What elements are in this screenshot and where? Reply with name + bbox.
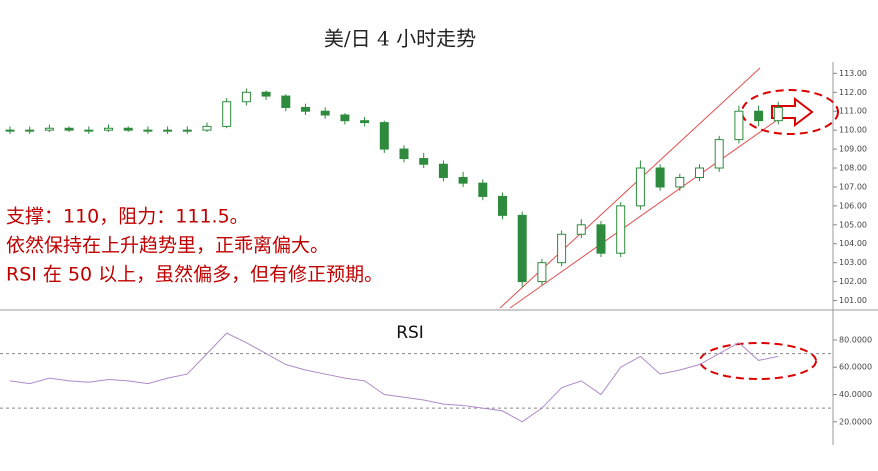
candle-body xyxy=(143,129,153,132)
candle-body xyxy=(281,95,291,108)
y-tick-label: 80.0000 xyxy=(839,335,872,344)
rsi-title: RSI xyxy=(396,323,424,343)
candle-body xyxy=(596,224,606,254)
annotation: 支撑：110，阻力：111.5。 xyxy=(6,206,249,228)
y-tick-label: 101.00 xyxy=(839,296,867,305)
plot: 101.00 102.00 103.00 104.00 105.00 106.00 107.… xyxy=(0,69,872,426)
candle-body xyxy=(635,167,645,207)
rsi-line xyxy=(9,332,779,423)
candle-body xyxy=(104,127,113,131)
candle-body xyxy=(399,148,409,160)
candle-body xyxy=(714,139,724,169)
candle-body xyxy=(438,163,448,178)
candle-body xyxy=(202,125,212,131)
candle-body xyxy=(64,127,74,131)
candle-body xyxy=(675,176,685,188)
candle-body xyxy=(754,110,764,122)
candle-body xyxy=(773,106,783,122)
candle-body xyxy=(537,262,547,283)
candle-body xyxy=(379,122,389,150)
candle-body xyxy=(182,129,192,132)
candle-body xyxy=(360,120,370,124)
candle-body xyxy=(163,129,173,132)
y-tick-label: 104.00 xyxy=(839,239,867,248)
y-tick-label: 113.00 xyxy=(839,69,867,78)
candle-body xyxy=(517,214,527,283)
candle-body xyxy=(222,101,232,127)
candle-body xyxy=(301,106,310,112)
y-tick-label: 60.0000 xyxy=(839,363,872,372)
y-tick-label: 105.00 xyxy=(839,220,867,229)
candle-body xyxy=(340,114,350,122)
candle-body xyxy=(84,129,94,132)
y-tick-label: 40.0000 xyxy=(839,390,872,399)
y-tick-label: 108.00 xyxy=(839,164,867,173)
candle-body xyxy=(25,129,35,132)
candle-body xyxy=(419,158,429,165)
annotation: RSI 在 50 以上，虽然偏多，但有修正预期。 xyxy=(6,264,383,286)
y-tick-label: 20.0000 xyxy=(839,417,872,426)
y-tick-label: 107.00 xyxy=(839,182,867,191)
candle-body xyxy=(655,167,665,188)
candle-body xyxy=(458,176,468,184)
candle-body xyxy=(44,127,54,131)
candle-body xyxy=(123,127,133,131)
y-tick-label: 111.00 xyxy=(839,107,867,116)
annotation: 依然保持在上升趋势里，正乖离偏大。 xyxy=(6,235,329,257)
highlight-ellipse xyxy=(699,342,817,380)
candle-body xyxy=(695,167,704,178)
y-tick-label: 103.00 xyxy=(839,258,867,267)
chart-title: 美/日 4 小时走势 xyxy=(324,27,476,51)
y-tick-label: 110.00 xyxy=(839,126,867,135)
y-tick-label: 112.00 xyxy=(839,88,867,97)
highlight-ellipse xyxy=(741,89,839,135)
candle-body xyxy=(478,182,488,197)
y-tick-label: 102.00 xyxy=(839,277,867,286)
y-tick-label: 109.00 xyxy=(839,145,867,154)
candle-body xyxy=(576,224,586,235)
candle-body xyxy=(320,110,330,116)
candle-body xyxy=(261,91,271,97)
candle-body xyxy=(5,129,15,132)
y-tick-label: 106.00 xyxy=(839,201,867,210)
candle-body xyxy=(616,205,626,254)
candle-body xyxy=(557,233,567,264)
candle-body xyxy=(241,91,251,103)
candle-body xyxy=(734,110,744,141)
candle-body xyxy=(498,195,507,216)
